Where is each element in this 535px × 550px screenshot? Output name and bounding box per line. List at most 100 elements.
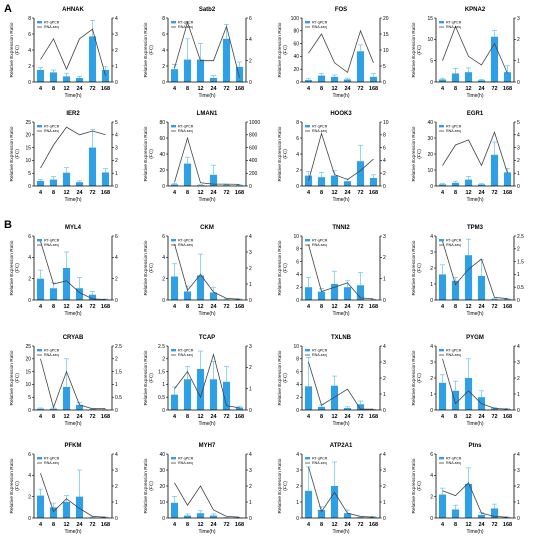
x-tick-label: 72	[223, 414, 229, 420]
legend-bar-label: RT-qPCR	[446, 456, 462, 460]
bar-12	[196, 513, 205, 518]
x-tick-label: 168	[101, 522, 110, 528]
x-tick-label: 24	[210, 522, 217, 528]
x-tick-label: 8	[52, 522, 55, 528]
left-tick-label: 1	[430, 282, 433, 288]
bar-12	[330, 175, 339, 186]
left-tick-label: 5	[28, 171, 31, 177]
right-tick-label: 0	[249, 184, 252, 190]
right-tick-label: 0.5	[517, 285, 524, 291]
left-tick-label: 2	[296, 484, 299, 490]
legend-bar-swatch	[439, 21, 444, 24]
legend-bar-label: RT-qPCR	[312, 20, 328, 24]
x-tick-label: 4	[39, 414, 43, 420]
left-tick-label: 2	[28, 276, 31, 282]
bar-168	[369, 178, 378, 186]
right-tick-label: 3	[249, 468, 252, 474]
chart-title: Satb2	[199, 7, 216, 13]
left-tick-label: 2	[430, 266, 433, 272]
right-tick-label: 2	[383, 171, 386, 177]
left-tick-label: 30	[427, 136, 433, 142]
x-axis-label: Time(h)	[64, 197, 81, 203]
legend-bar-label: RT-qPCR	[178, 20, 194, 24]
x-tick-label: 24	[478, 86, 485, 92]
bar-24	[477, 184, 486, 186]
bar-24	[477, 80, 486, 82]
x-tick-label: 4	[173, 86, 177, 92]
legend-bar-label: RT-qPCR	[312, 456, 328, 460]
bar-12	[62, 268, 71, 300]
rnaseq-line	[442, 358, 508, 410]
left-tick-label: 4	[28, 473, 31, 479]
legend-bar-swatch	[305, 21, 310, 24]
x-tick-label: 168	[101, 190, 110, 196]
y-axis-label: Relative Expression Ratio	[143, 240, 149, 295]
y-axis-label: Relative Expression Ratio	[9, 240, 15, 295]
y-axis-label: Relative Expression Ratio	[411, 350, 417, 405]
x-tick-label: 72	[491, 414, 497, 420]
bar-4	[438, 274, 447, 300]
bar-4	[36, 408, 45, 410]
x-tick-label: 72	[89, 414, 95, 420]
left-tick-label: 0	[296, 516, 299, 522]
left-tick-label: 0	[28, 80, 31, 86]
x-tick-label: 24	[344, 304, 351, 310]
x-tick-label: 8	[320, 522, 323, 528]
x-tick-label: 72	[491, 190, 497, 196]
legend-bar-label: RT-qPCR	[312, 238, 328, 242]
legend-line-label: RNA-seq	[446, 129, 461, 133]
left-tick-label: 10	[293, 344, 299, 350]
bar-24	[75, 496, 84, 518]
chart-title: KPNA2	[465, 7, 486, 13]
bar-8	[49, 288, 58, 300]
right-tick-label: 0	[383, 80, 386, 86]
left-tick-label: 0	[430, 298, 433, 304]
right-tick-label: 1.5	[115, 369, 122, 375]
bar-4	[170, 184, 179, 186]
chart-title: TXLNB	[331, 335, 352, 341]
bar-12	[464, 179, 473, 186]
x-axis-label: Time(h)	[198, 421, 215, 427]
legend-bar-swatch	[305, 239, 310, 242]
bar-168	[235, 66, 244, 82]
section-b-label: B	[4, 219, 12, 231]
x-tick-label: 168	[101, 86, 110, 92]
right-tick-label: 0	[517, 408, 520, 414]
legend-bar-swatch	[171, 349, 176, 352]
x-tick-label: 24	[478, 522, 485, 528]
legend-bar-label: RT-qPCR	[44, 238, 60, 242]
left-tick-label: 4	[430, 344, 433, 350]
y-axis-label: Relative Expression Ratio	[277, 350, 283, 405]
x-tick-label: 8	[454, 190, 457, 196]
right-tick-label: 1000	[249, 120, 260, 126]
x-axis-label: Time(h)	[466, 93, 483, 99]
left-tick-label: 60	[159, 136, 165, 142]
right-tick-label: 1	[249, 386, 252, 392]
bar-24	[209, 515, 218, 518]
right-tick-label: 1	[383, 500, 386, 506]
right-tick-label: 2	[383, 255, 386, 261]
right-tick-label: 1	[115, 382, 118, 388]
x-tick-label: 168	[369, 190, 378, 196]
left-tick-label: 0	[430, 516, 433, 522]
x-tick-label: 12	[63, 86, 69, 92]
chart-title: EGR1	[467, 111, 484, 117]
left-tick-label: 6	[296, 259, 299, 265]
legend-bar-label: RT-qPCR	[312, 124, 328, 128]
right-tick-label: 3	[517, 145, 520, 151]
right-tick-label: 3	[517, 468, 520, 474]
x-tick-label: 8	[52, 304, 55, 310]
y-axis-label-unit: (FC)	[417, 481, 423, 491]
right-tick-label: 0	[517, 298, 520, 304]
right-tick-label: 2	[517, 484, 520, 490]
left-tick-label: 4	[296, 382, 299, 388]
bar-72	[490, 508, 499, 518]
bar-24	[75, 78, 84, 82]
right-tick-label: 0	[115, 516, 118, 522]
x-axis-label: Time(h)	[466, 421, 483, 427]
left-tick-label: 1.5	[158, 369, 165, 375]
x-tick-label: 24	[478, 414, 485, 420]
bar-24	[343, 287, 352, 300]
right-tick-label: 0	[115, 298, 118, 304]
